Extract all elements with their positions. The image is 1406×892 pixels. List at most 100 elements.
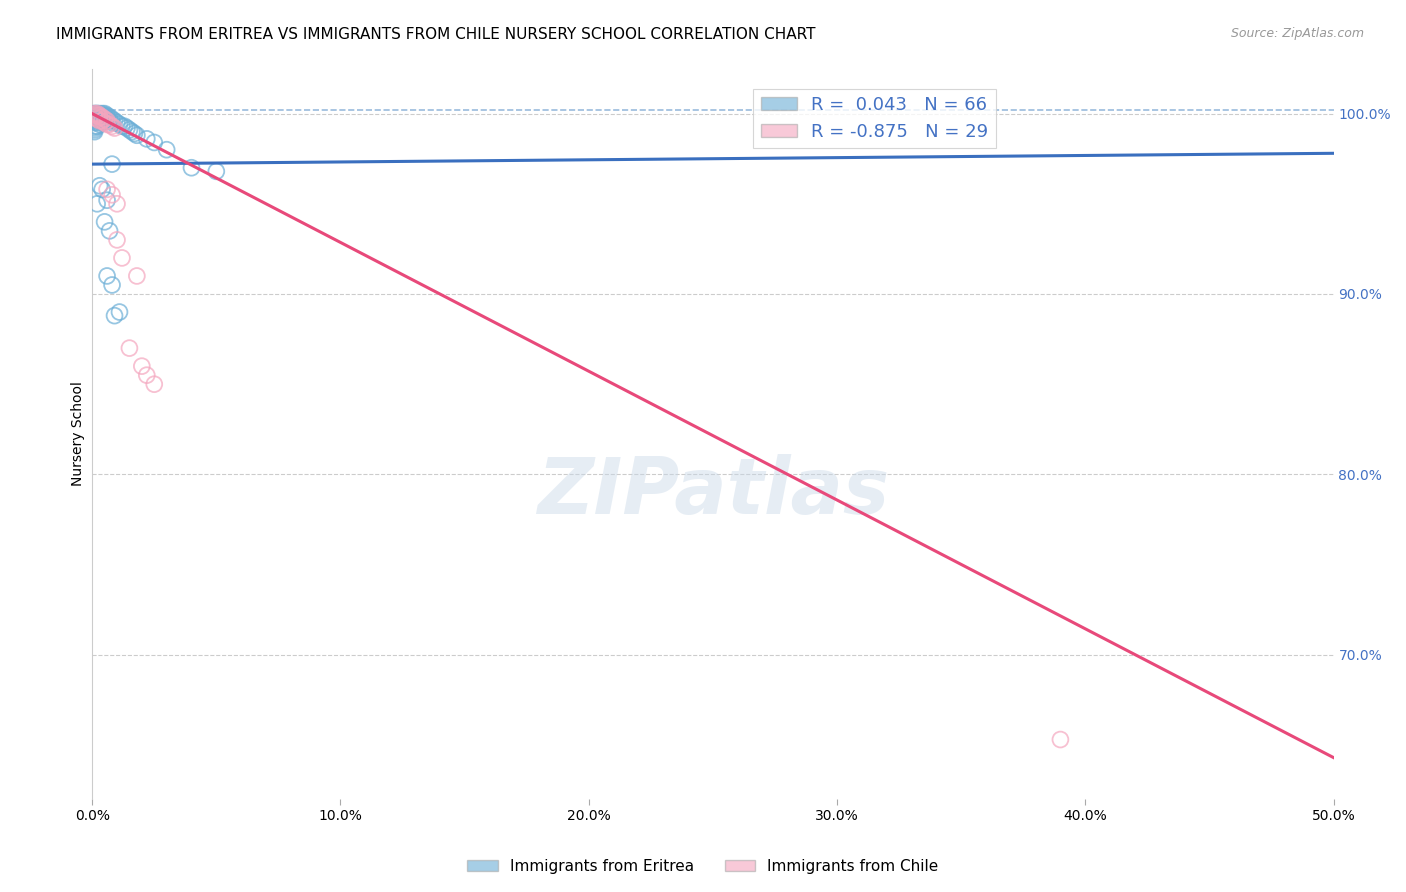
Point [83, 110, 105, 124]
Point [105, 115, 128, 129]
Point [125, 128, 148, 143]
Point [86, 113, 108, 128]
Point [156, 143, 179, 157]
Point [91, 113, 114, 128]
Point [108, 305, 131, 319]
Point [103, 121, 125, 136]
Point [83, 112, 105, 126]
Point [101, 187, 124, 202]
Point [83, 125, 105, 139]
Point [98, 113, 121, 128]
Point [89, 113, 111, 128]
Point [96, 182, 118, 196]
Point [143, 136, 166, 150]
Point [86, 108, 108, 122]
Point [83, 120, 105, 134]
Point [89, 106, 111, 120]
Point [93, 115, 115, 129]
Point [98, 224, 121, 238]
Point [86, 112, 108, 126]
Point [93, 110, 115, 124]
Point [96, 268, 118, 283]
Point [93, 112, 115, 126]
Point [96, 113, 118, 128]
Point [83, 106, 105, 120]
Point [115, 121, 138, 136]
Point [91, 113, 114, 128]
Point [125, 268, 148, 283]
Point [1049, 732, 1071, 747]
Point [89, 112, 111, 126]
Point [83, 110, 105, 124]
Point [89, 110, 111, 124]
Point [86, 120, 108, 134]
Point [86, 112, 108, 126]
Point [83, 106, 105, 120]
Point [86, 106, 108, 120]
Point [205, 164, 228, 178]
Point [101, 115, 124, 129]
Point [96, 108, 118, 122]
Point [108, 118, 131, 132]
Point [121, 125, 143, 139]
Point [83, 108, 105, 122]
Point [86, 110, 108, 124]
Point [86, 106, 108, 120]
Point [91, 106, 114, 120]
Point [111, 120, 134, 134]
Point [135, 132, 157, 146]
Point [98, 110, 121, 124]
Point [118, 123, 141, 137]
Point [111, 251, 134, 265]
Point [105, 196, 128, 211]
Y-axis label: Nursery School: Nursery School [72, 382, 86, 486]
Point [103, 113, 125, 128]
Point [89, 178, 111, 193]
Point [114, 120, 136, 134]
Point [105, 233, 128, 247]
Point [91, 182, 114, 196]
Point [83, 106, 105, 120]
Point [89, 118, 111, 132]
Point [83, 123, 105, 137]
Point [96, 193, 118, 207]
Point [86, 108, 108, 122]
Legend: R =  0.043   N = 66, R = -0.875   N = 29: R = 0.043 N = 66, R = -0.875 N = 29 [754, 88, 995, 148]
Text: ZIPatlas: ZIPatlas [537, 454, 889, 530]
Point [118, 341, 141, 355]
Legend: Immigrants from Eritrea, Immigrants from Chile: Immigrants from Eritrea, Immigrants from… [461, 853, 945, 880]
Point [86, 196, 108, 211]
Point [86, 106, 108, 120]
Point [101, 157, 124, 171]
Point [89, 110, 111, 124]
Point [96, 113, 118, 128]
Point [143, 377, 166, 392]
Point [89, 108, 111, 122]
Point [101, 277, 124, 292]
Point [91, 115, 114, 129]
Text: Source: ZipAtlas.com: Source: ZipAtlas.com [1230, 27, 1364, 40]
Point [89, 113, 111, 128]
Point [89, 108, 111, 122]
Point [101, 112, 124, 126]
Point [131, 359, 153, 373]
Point [180, 161, 202, 175]
Point [86, 115, 108, 129]
Point [103, 309, 125, 323]
Point [124, 127, 146, 141]
Point [93, 113, 115, 128]
Point [93, 215, 115, 229]
Point [93, 106, 115, 120]
Point [91, 108, 114, 122]
Point [98, 118, 121, 132]
Point [135, 368, 157, 383]
Point [83, 115, 105, 129]
Point [93, 108, 115, 122]
Point [96, 110, 118, 124]
Point [101, 120, 124, 134]
Point [83, 121, 105, 136]
Point [96, 118, 118, 132]
Text: IMMIGRANTS FROM ERITREA VS IMMIGRANTS FROM CHILE NURSERY SCHOOL CORRELATION CHAR: IMMIGRANTS FROM ERITREA VS IMMIGRANTS FR… [56, 27, 815, 42]
Point [83, 113, 105, 128]
Point [91, 110, 114, 124]
